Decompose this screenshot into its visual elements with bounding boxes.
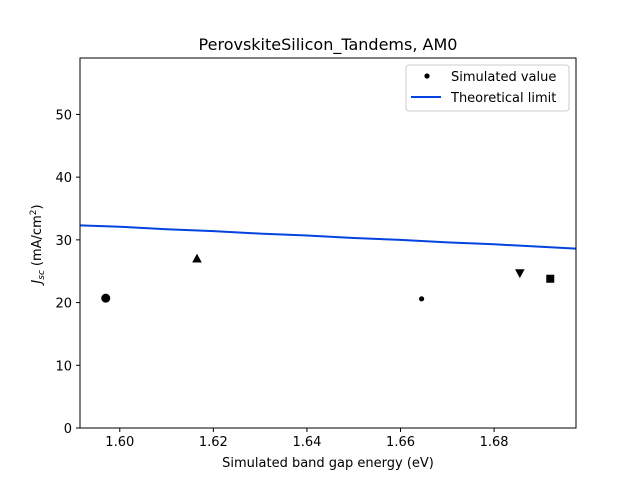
theoretical-limit-line xyxy=(80,224,576,250)
x-tick-label-4: 1.66 xyxy=(386,435,415,450)
legend: Simulated value Theoretical limit xyxy=(405,64,570,112)
x-tick-label-2: 1.62 xyxy=(199,435,228,450)
y-tick-label-1: 0 xyxy=(64,422,72,437)
chart-title: PerovskiteSilicon_Tandems, AM0 xyxy=(199,35,458,55)
y-axis-label: Jsc (mA/cm2) xyxy=(29,204,47,286)
y-axis-label-sup: 2 xyxy=(29,210,39,216)
y-tick-label-5: 40 xyxy=(55,171,72,186)
data-point-1 xyxy=(101,293,111,303)
data-point-2 xyxy=(192,253,202,263)
legend-marker-simulated xyxy=(424,73,430,79)
y-axis-label-main: J xyxy=(30,280,45,287)
data-point-3 xyxy=(418,296,425,302)
x-tick-label-3: 1.64 xyxy=(292,435,321,450)
legend-box xyxy=(405,64,570,112)
y-tick-label-4: 30 xyxy=(55,234,72,249)
y-tick-label-6: 50 xyxy=(55,108,72,123)
data-point-5 xyxy=(546,274,555,283)
x-tick-label-1: 1.60 xyxy=(105,435,134,450)
data-point-4 xyxy=(515,269,525,279)
y-axis-label-units: (mA/cm xyxy=(30,215,45,266)
y-tick-label-3: 20 xyxy=(55,297,72,312)
plot-frame xyxy=(79,57,577,429)
x-axis-label: Simulated band gap energy (eV) xyxy=(222,456,434,471)
plot-area: 1.60 1.62 1.64 1.66 1.68 0 10 20 30 40 50 xyxy=(55,57,577,450)
legend-label-simulated: Simulated value xyxy=(451,70,556,85)
x-tick-label-5: 1.68 xyxy=(480,435,509,450)
legend-label-theoretical: Theoretical limit xyxy=(450,91,556,106)
y-tick-label-2: 10 xyxy=(55,359,72,374)
y-axis-label-close: ) xyxy=(30,204,45,209)
y-axis-label-sub: sc xyxy=(37,270,47,280)
